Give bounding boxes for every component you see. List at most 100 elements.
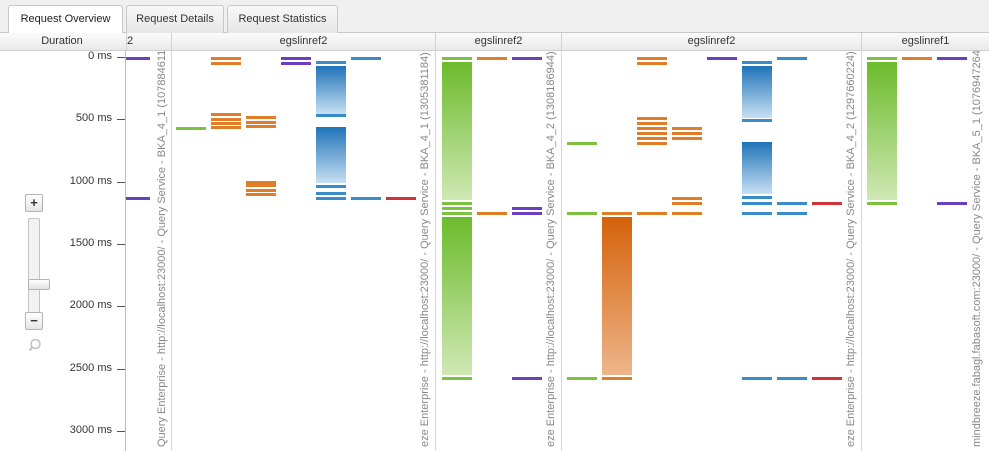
timeline-bar-green[interactable] xyxy=(442,202,472,205)
timeline-bar-blue[interactable] xyxy=(316,114,346,117)
tab-request-overview[interactable]: Request Overview xyxy=(8,5,123,34)
timeline-bar-orange[interactable] xyxy=(211,57,241,60)
timeline-bar-blue[interactable] xyxy=(742,196,772,199)
timeline-bar-green[interactable] xyxy=(567,377,597,380)
timeline-bar-orange[interactable] xyxy=(637,122,667,125)
timeline-bar-orange[interactable] xyxy=(902,57,932,60)
timeline-bar-orange[interactable] xyxy=(672,212,702,215)
timeline-bar-blue[interactable] xyxy=(316,127,346,183)
timeline-bar-blue[interactable] xyxy=(777,212,807,215)
timeline-bar-purple[interactable] xyxy=(281,62,311,65)
timeline-bar-orange[interactable] xyxy=(246,125,276,128)
timeline-bar-purple[interactable] xyxy=(126,197,150,200)
timeline-bar-green[interactable] xyxy=(442,377,472,380)
timeline-bar-purple[interactable] xyxy=(512,377,542,380)
timeline-bar-orange[interactable] xyxy=(246,181,276,187)
timeline-bar-green[interactable] xyxy=(442,212,472,215)
timeline-bar-orange[interactable] xyxy=(246,116,276,119)
timeline-bar-green[interactable] xyxy=(442,217,472,375)
timeline-bar-purple[interactable] xyxy=(937,57,967,60)
timeline-bar-purple[interactable] xyxy=(707,57,737,60)
tab-request-details[interactable]: Request Details xyxy=(126,5,224,33)
timeline-bar-green[interactable] xyxy=(442,207,472,210)
timeline-bar-orange[interactable] xyxy=(672,202,702,205)
timeline-bar-blue[interactable] xyxy=(742,119,772,122)
timeline-bar-red[interactable] xyxy=(812,202,842,205)
timeline-bar-purple[interactable] xyxy=(512,207,542,210)
timeline-bar-orange[interactable] xyxy=(477,212,507,215)
tick-mark xyxy=(117,244,126,245)
group-header-egslinref2-c[interactable]: egslinref2 xyxy=(561,33,861,51)
timeline-bar-orange[interactable] xyxy=(637,62,667,65)
tab-request-statistics[interactable]: Request Statistics xyxy=(227,5,338,33)
tick-label-500: 500 ms xyxy=(75,112,112,124)
duration-column-header[interactable]: Duration xyxy=(41,35,83,47)
timeline-bar-green[interactable] xyxy=(176,127,206,130)
timeline-bar-green[interactable] xyxy=(867,57,897,60)
timeline-bar-blue[interactable] xyxy=(742,202,772,205)
zoom-slider-track[interactable] xyxy=(28,218,50,314)
timeline-bar-orange[interactable] xyxy=(246,193,276,196)
timeline-bar-green[interactable] xyxy=(567,142,597,145)
timeline-bar-blue[interactable] xyxy=(742,61,772,64)
timeline-bar-orange[interactable] xyxy=(602,217,632,375)
zoom-slider-handle[interactable] xyxy=(28,279,50,290)
timeline-bar-purple[interactable] xyxy=(937,202,967,205)
timeline-bar-orange[interactable] xyxy=(672,132,702,135)
timeline-bar-blue[interactable] xyxy=(742,377,772,380)
zoom-in-button[interactable]: + xyxy=(25,194,43,212)
timeline-bar-green[interactable] xyxy=(867,62,897,200)
timeline-bar-blue[interactable] xyxy=(351,197,381,200)
timeline-bar-blue[interactable] xyxy=(777,377,807,380)
timeline-bar-orange[interactable] xyxy=(637,132,667,135)
timeline-bar-orange[interactable] xyxy=(602,212,632,215)
timeline-bar-orange[interactable] xyxy=(637,212,667,215)
timeline-bar-orange[interactable] xyxy=(637,142,667,145)
timeline-bar-orange[interactable] xyxy=(637,57,667,60)
timeline-bar-orange[interactable] xyxy=(246,121,276,124)
timeline-bar-purple[interactable] xyxy=(126,57,150,60)
timeline-bar-orange[interactable] xyxy=(211,113,241,116)
timeline-bar-blue[interactable] xyxy=(316,185,346,188)
instance-label-3: eze Enterprise - http://localhost:23000/… xyxy=(545,51,557,447)
timeline-bar-purple[interactable] xyxy=(512,57,542,60)
timeline-bar-green[interactable] xyxy=(867,202,897,205)
group-header-partial[interactable]: 2 xyxy=(126,33,171,51)
timeline-bar-blue[interactable] xyxy=(351,57,381,60)
timeline-bar-orange[interactable] xyxy=(637,117,667,120)
timeline-bar-orange[interactable] xyxy=(672,137,702,140)
timeline-bar-blue[interactable] xyxy=(742,66,772,118)
timeline-bar-purple[interactable] xyxy=(281,57,311,60)
timeline-bar-orange[interactable] xyxy=(637,137,667,140)
timeline-bar-orange[interactable] xyxy=(672,197,702,200)
timeline-bar-blue[interactable] xyxy=(316,66,346,114)
timeline-bar-blue[interactable] xyxy=(742,142,772,194)
timeline-bar-green[interactable] xyxy=(442,62,472,200)
zoom-reset-icon[interactable] xyxy=(28,338,42,352)
timeline-bar-orange[interactable] xyxy=(211,118,241,121)
group-header-egslinref2-b[interactable]: egslinref2 xyxy=(435,33,561,51)
timeline-bar-green[interactable] xyxy=(442,57,472,60)
timeline-bar-blue[interactable] xyxy=(316,61,346,64)
timeline-bar-orange[interactable] xyxy=(211,126,241,129)
group-header-egslinref2-a[interactable]: egslinref2 xyxy=(171,33,435,51)
timeline-bar-purple[interactable] xyxy=(512,212,542,215)
timeline-bar-red[interactable] xyxy=(812,377,842,380)
timeline-bar-orange[interactable] xyxy=(477,57,507,60)
timeline-bar-orange[interactable] xyxy=(246,189,276,192)
timeline-bar-orange[interactable] xyxy=(637,127,667,130)
group-header-egslinref1[interactable]: egslinref1 xyxy=(861,33,989,51)
timeline-bar-orange[interactable] xyxy=(211,122,241,125)
timeline-bar-red[interactable] xyxy=(386,197,416,200)
timeline-bar-blue[interactable] xyxy=(742,212,772,215)
timeline-bar-blue[interactable] xyxy=(316,197,346,200)
zoom-out-button[interactable]: − xyxy=(25,312,43,330)
timeline-bar-blue[interactable] xyxy=(777,202,807,205)
timeline-bar-blue[interactable] xyxy=(316,192,346,195)
tick-mark xyxy=(117,119,126,120)
timeline-bar-orange[interactable] xyxy=(672,127,702,130)
timeline-bar-green[interactable] xyxy=(567,212,597,215)
timeline-bar-orange[interactable] xyxy=(211,62,241,65)
timeline-bar-blue[interactable] xyxy=(777,57,807,60)
timeline-bar-orange[interactable] xyxy=(602,377,632,380)
